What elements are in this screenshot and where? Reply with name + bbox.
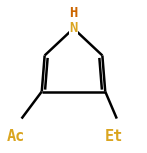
Text: N: N	[69, 21, 78, 35]
Text: H: H	[69, 6, 78, 20]
Text: Et: Et	[105, 129, 123, 144]
Text: Ac: Ac	[7, 129, 25, 144]
